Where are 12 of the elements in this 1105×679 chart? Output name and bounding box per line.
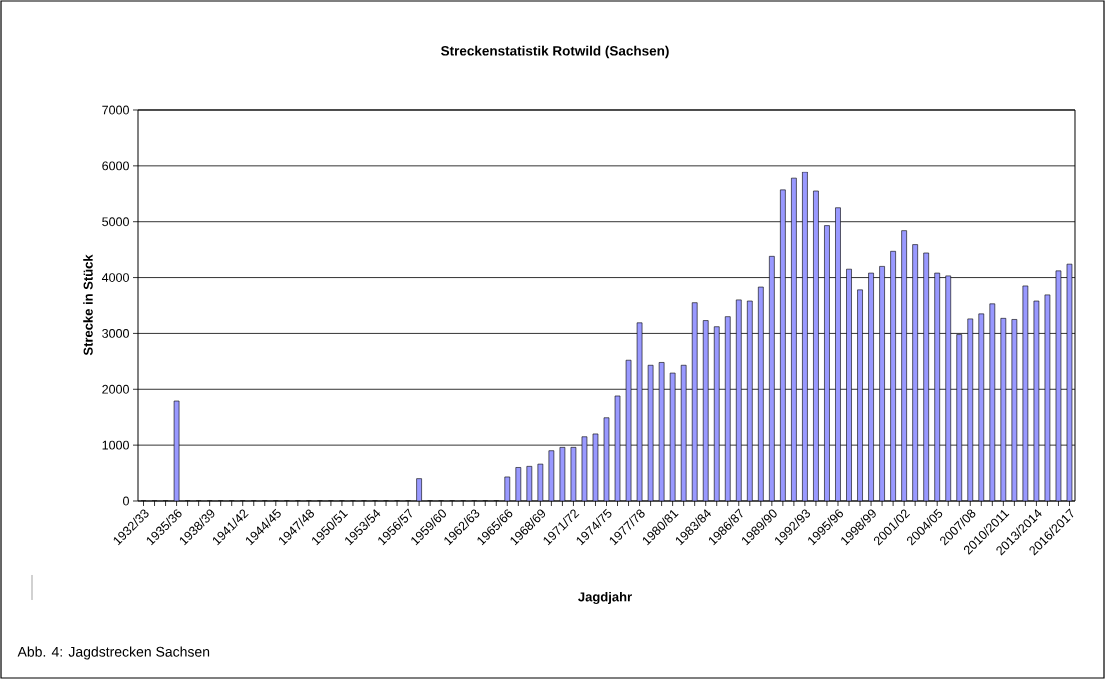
caption: Abb. 4: Jagdstrecken Sachsen bbox=[17, 646, 210, 660]
y-tick-label: 3000 bbox=[102, 329, 129, 338]
y-tick-label: 6000 bbox=[102, 161, 129, 171]
y-tick-label: 2000 bbox=[102, 384, 129, 394]
y-tick-label: 7000 bbox=[102, 105, 129, 115]
y-tick-label: 5000 bbox=[102, 217, 129, 227]
y-tick-label: 1000 bbox=[102, 440, 129, 450]
x-axis-title: Jagdjahr bbox=[578, 591, 632, 605]
y-tick-label: 0 bbox=[123, 496, 129, 506]
y-axis-title: Strecke in Stück bbox=[83, 254, 93, 356]
y-tick-label: 4000 bbox=[101, 273, 129, 282]
chart-title: Streckenstatistik Rotwild (Sachsen) bbox=[440, 45, 669, 59]
